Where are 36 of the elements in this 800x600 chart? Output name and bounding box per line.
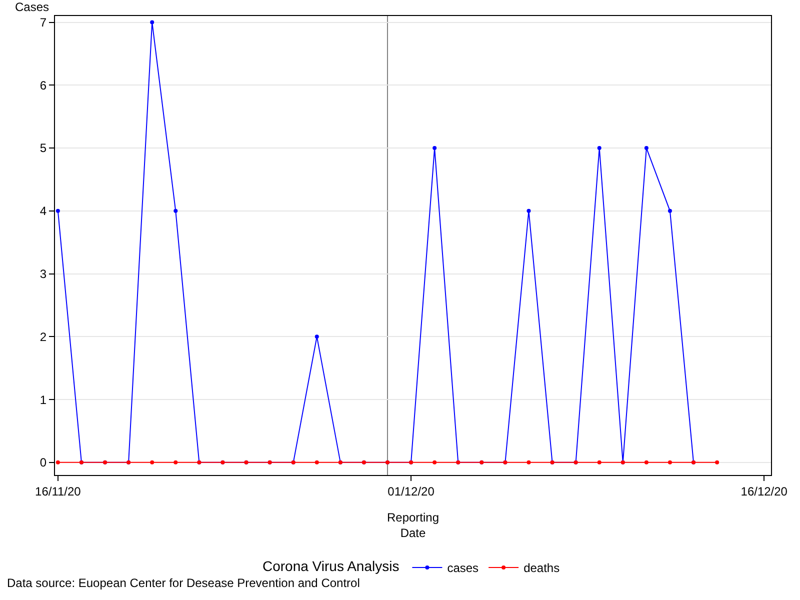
point [150,20,154,24]
y-tick-label: 5 [40,141,47,156]
point [668,208,672,213]
point [56,460,60,464]
point [432,146,437,150]
x-tick-label: 16/11/20 [35,484,82,498]
y-tick-label: 0 [40,456,47,470]
y-tick-label: 2 [40,330,47,344]
y-tick-label: 7 [40,15,47,30]
point [597,460,602,464]
point [644,460,648,464]
point [174,208,178,213]
y-tick-label: 3 [40,266,47,281]
legend-title: Corona Virus Analysis [262,558,400,574]
x-tick-label: 01/12/20 [388,484,435,498]
point [715,460,720,464]
y-tick-label: 6 [40,78,47,92]
y-tick-label: 4 [40,204,47,218]
x-tick-label: 16/12/20 [740,484,788,498]
point [314,460,319,464]
point [526,208,531,213]
point [56,208,60,213]
y-axis-title: Cases [15,0,50,14]
point [597,146,602,150]
point [314,334,319,339]
legend-label: cases [447,561,479,576]
x-axis-title: Reporting Date [386,510,440,540]
point [150,460,154,464]
point [432,460,437,464]
point [644,146,648,150]
legend-label: deaths [524,561,560,576]
point [174,460,178,464]
source-note: Data source: Euopean Center for Desease Prevention and Control [7,576,360,590]
y-tick-label: 1 [40,392,47,407]
point [526,460,531,464]
point [668,460,672,464]
